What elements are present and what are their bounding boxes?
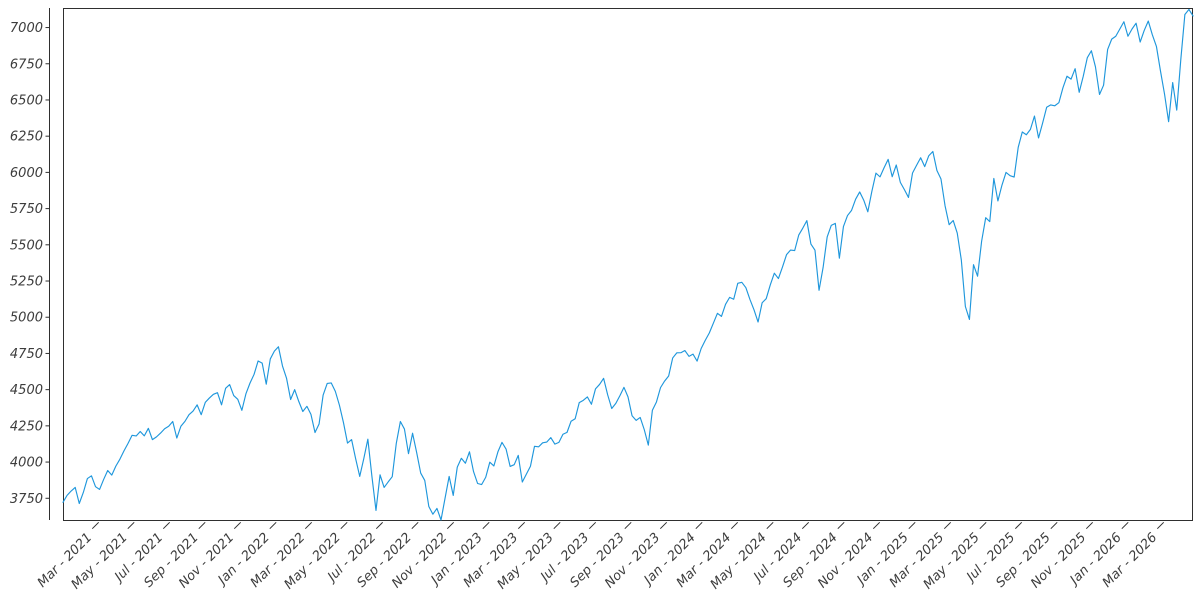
y-tick-label: 5750 — [10, 202, 43, 217]
x-tick — [269, 521, 277, 530]
y-tick-label: 4000 — [10, 456, 43, 471]
x-tick — [908, 521, 916, 530]
x-tick — [198, 521, 206, 530]
x-tick — [340, 521, 348, 530]
x-tick — [411, 521, 419, 530]
y-tick-label: 4250 — [10, 419, 43, 434]
y-tick-label: 6250 — [10, 130, 43, 145]
x-tick — [127, 521, 135, 530]
y-tick-label: 6750 — [10, 57, 43, 72]
x-tick — [801, 521, 810, 530]
x-tick — [91, 521, 100, 530]
x-tick — [624, 521, 632, 530]
y-tick-label: 5500 — [10, 238, 43, 253]
x-tick — [375, 521, 384, 530]
y-tick-label: 6000 — [10, 166, 43, 181]
x-tick — [730, 521, 739, 530]
x-tick — [659, 521, 668, 530]
x-tick — [1156, 521, 1165, 530]
x-tick — [979, 521, 987, 530]
x-tick — [233, 521, 242, 530]
x-tick — [1085, 521, 1094, 530]
x-tick — [482, 521, 490, 530]
x-tick — [304, 521, 313, 530]
y-tick-label: 4750 — [10, 347, 43, 362]
x-tick — [1014, 521, 1023, 530]
y-tick-label: 6500 — [10, 93, 43, 108]
series-layer — [62, 8, 1194, 521]
x-tick — [1050, 521, 1058, 530]
y-tick-label: 5000 — [10, 311, 43, 326]
x-tick — [446, 521, 455, 530]
x-tick — [588, 521, 597, 530]
plot-border-rect — [63, 8, 1193, 521]
x-tick — [872, 521, 881, 530]
x-tick — [766, 521, 774, 530]
y-tick-label: 5250 — [10, 275, 43, 290]
y-axis: 3750 4000 4250 4500 4750 5000 5250 5500 5750 6000… — [10, 8, 50, 520]
y-tick-label: 3750 — [10, 492, 43, 507]
x-tick — [553, 521, 561, 530]
x-tick — [837, 521, 845, 530]
plot-border — [63, 8, 1193, 521]
x-tick — [162, 521, 171, 530]
y-tick-label: 4500 — [10, 383, 43, 398]
price-line — [62, 8, 1194, 521]
x-tick — [1121, 521, 1129, 530]
x-tick — [517, 521, 526, 530]
x-tick — [943, 521, 952, 530]
y-tick-label: 7000 — [10, 21, 43, 36]
x-tick — [695, 521, 703, 530]
